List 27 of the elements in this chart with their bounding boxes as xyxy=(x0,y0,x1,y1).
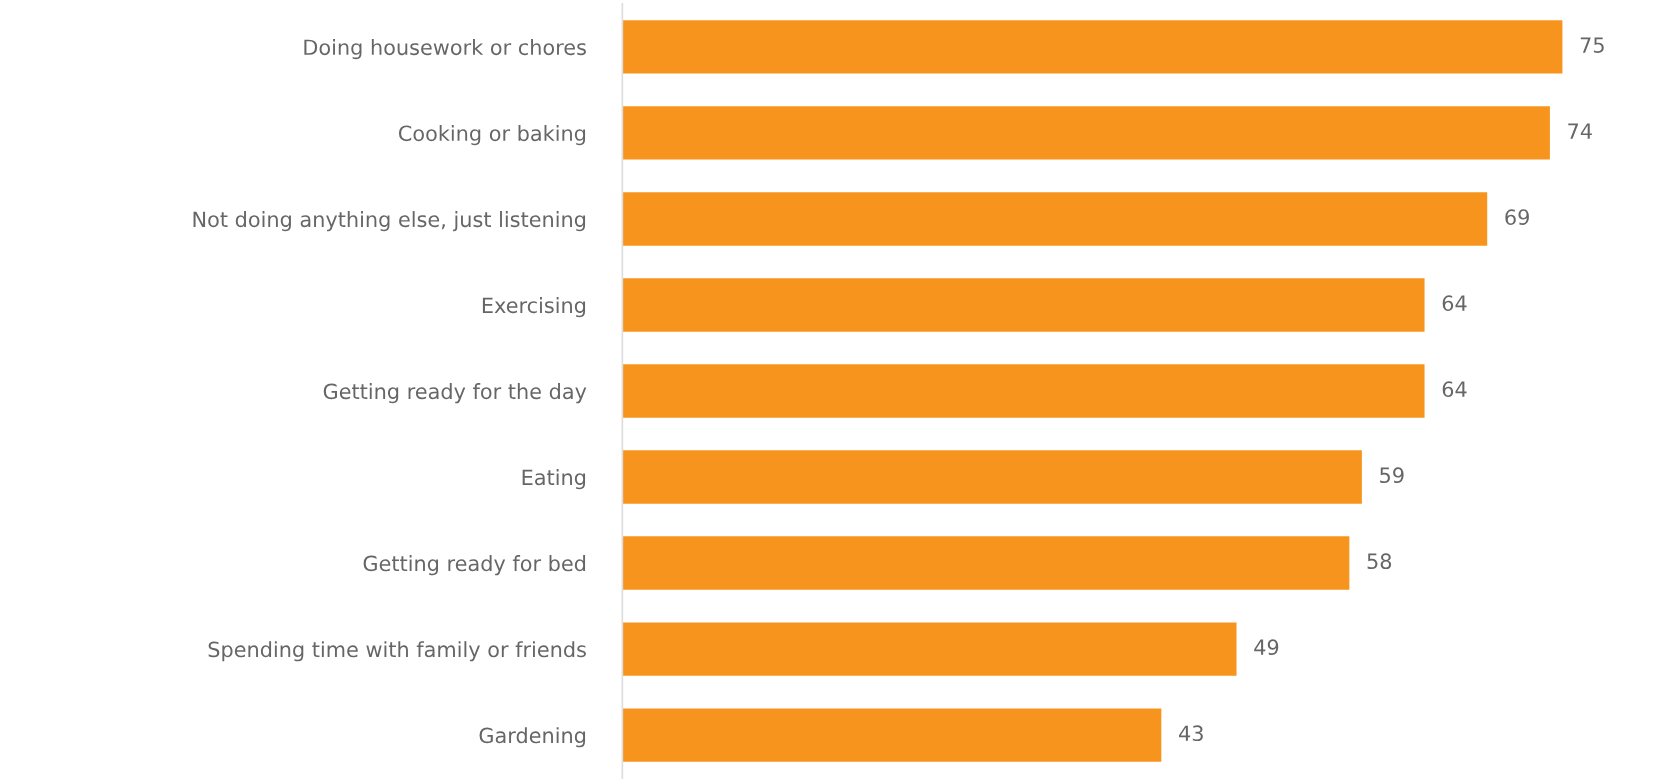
data-label: 64 xyxy=(1442,381,1467,398)
bar xyxy=(622,708,1162,762)
y-tick-label: Doing housework or chores xyxy=(304,39,586,60)
y-tick-label: Not doing anything else, just listening xyxy=(193,211,586,232)
data-label: 69 xyxy=(1505,209,1529,225)
y-tick-label: Getting ready for bed xyxy=(363,555,586,576)
bar xyxy=(622,20,1563,74)
data-label: 59 xyxy=(1380,467,1404,484)
y-tick-label: Getting ready for the day xyxy=(323,383,587,404)
data-label: 75 xyxy=(1580,37,1604,53)
bar xyxy=(622,106,1550,160)
data-label: 49 xyxy=(1254,639,1279,656)
bar xyxy=(622,622,1237,676)
data-label: 58 xyxy=(1367,553,1392,570)
y-tick-label: Gardening xyxy=(479,727,586,748)
data-label: 43 xyxy=(1179,725,1203,742)
bar xyxy=(622,450,1362,504)
bar xyxy=(622,364,1425,418)
bar xyxy=(622,192,1488,246)
data-label: 64 xyxy=(1442,295,1467,312)
y-tick-label: Spending time with family or friends xyxy=(208,641,586,662)
y-tick-label: Eating xyxy=(522,469,586,490)
data-label: 74 xyxy=(1568,123,1592,139)
y-tick-label: Exercising xyxy=(482,297,586,318)
y-tick-label: Cooking or baking xyxy=(398,125,586,146)
bar xyxy=(622,278,1425,332)
bar xyxy=(622,536,1350,590)
